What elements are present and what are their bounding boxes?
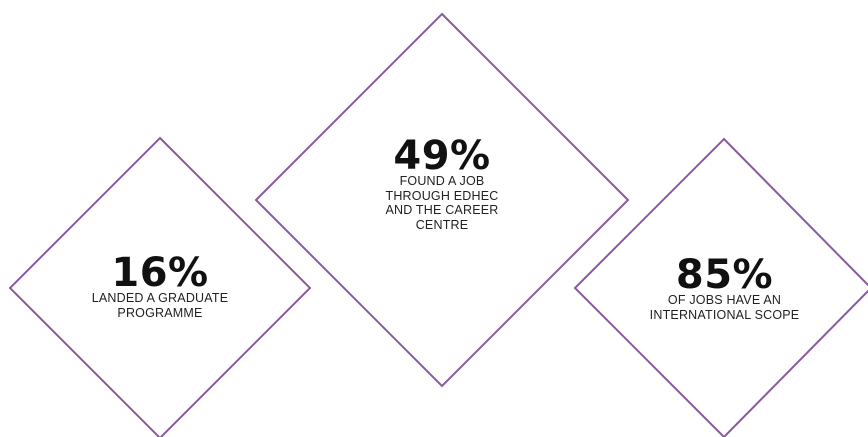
stat-international-scope: 85% OF JOBS HAVE AN INTERNATIONAL SCOPE [622,252,827,322]
center-diamond-outline [254,12,630,388]
stat-graduate-programme: 16% LANDED A GRADUATE PROGRAMME [60,250,260,320]
stat-value: 85% [675,252,774,298]
stat-description-line: OF JOBS HAVE AN [667,293,782,307]
stat-value: 16% [111,250,209,296]
stat-edhec-career-centre: 49% FOUND A JOB THROUGH EDHEC AND THE CA… [342,133,542,232]
stat-description-line: AND THE CAREER [385,203,499,217]
stat-description-line: LANDED A GRADUATE [91,291,229,305]
left-diamond-outline [8,136,312,437]
stat-description-line: INTERNATIONAL SCOPE [649,307,800,322]
stat-description-line: PROGRAMME [117,305,203,320]
right-diamond-outline [573,137,868,437]
stat-value: 49% [393,133,491,179]
stat-description-line: THROUGH EDHEC [385,188,499,203]
stat-description-line: CENTRE [415,217,469,232]
stat-description-line: FOUND A JOB [399,174,485,188]
